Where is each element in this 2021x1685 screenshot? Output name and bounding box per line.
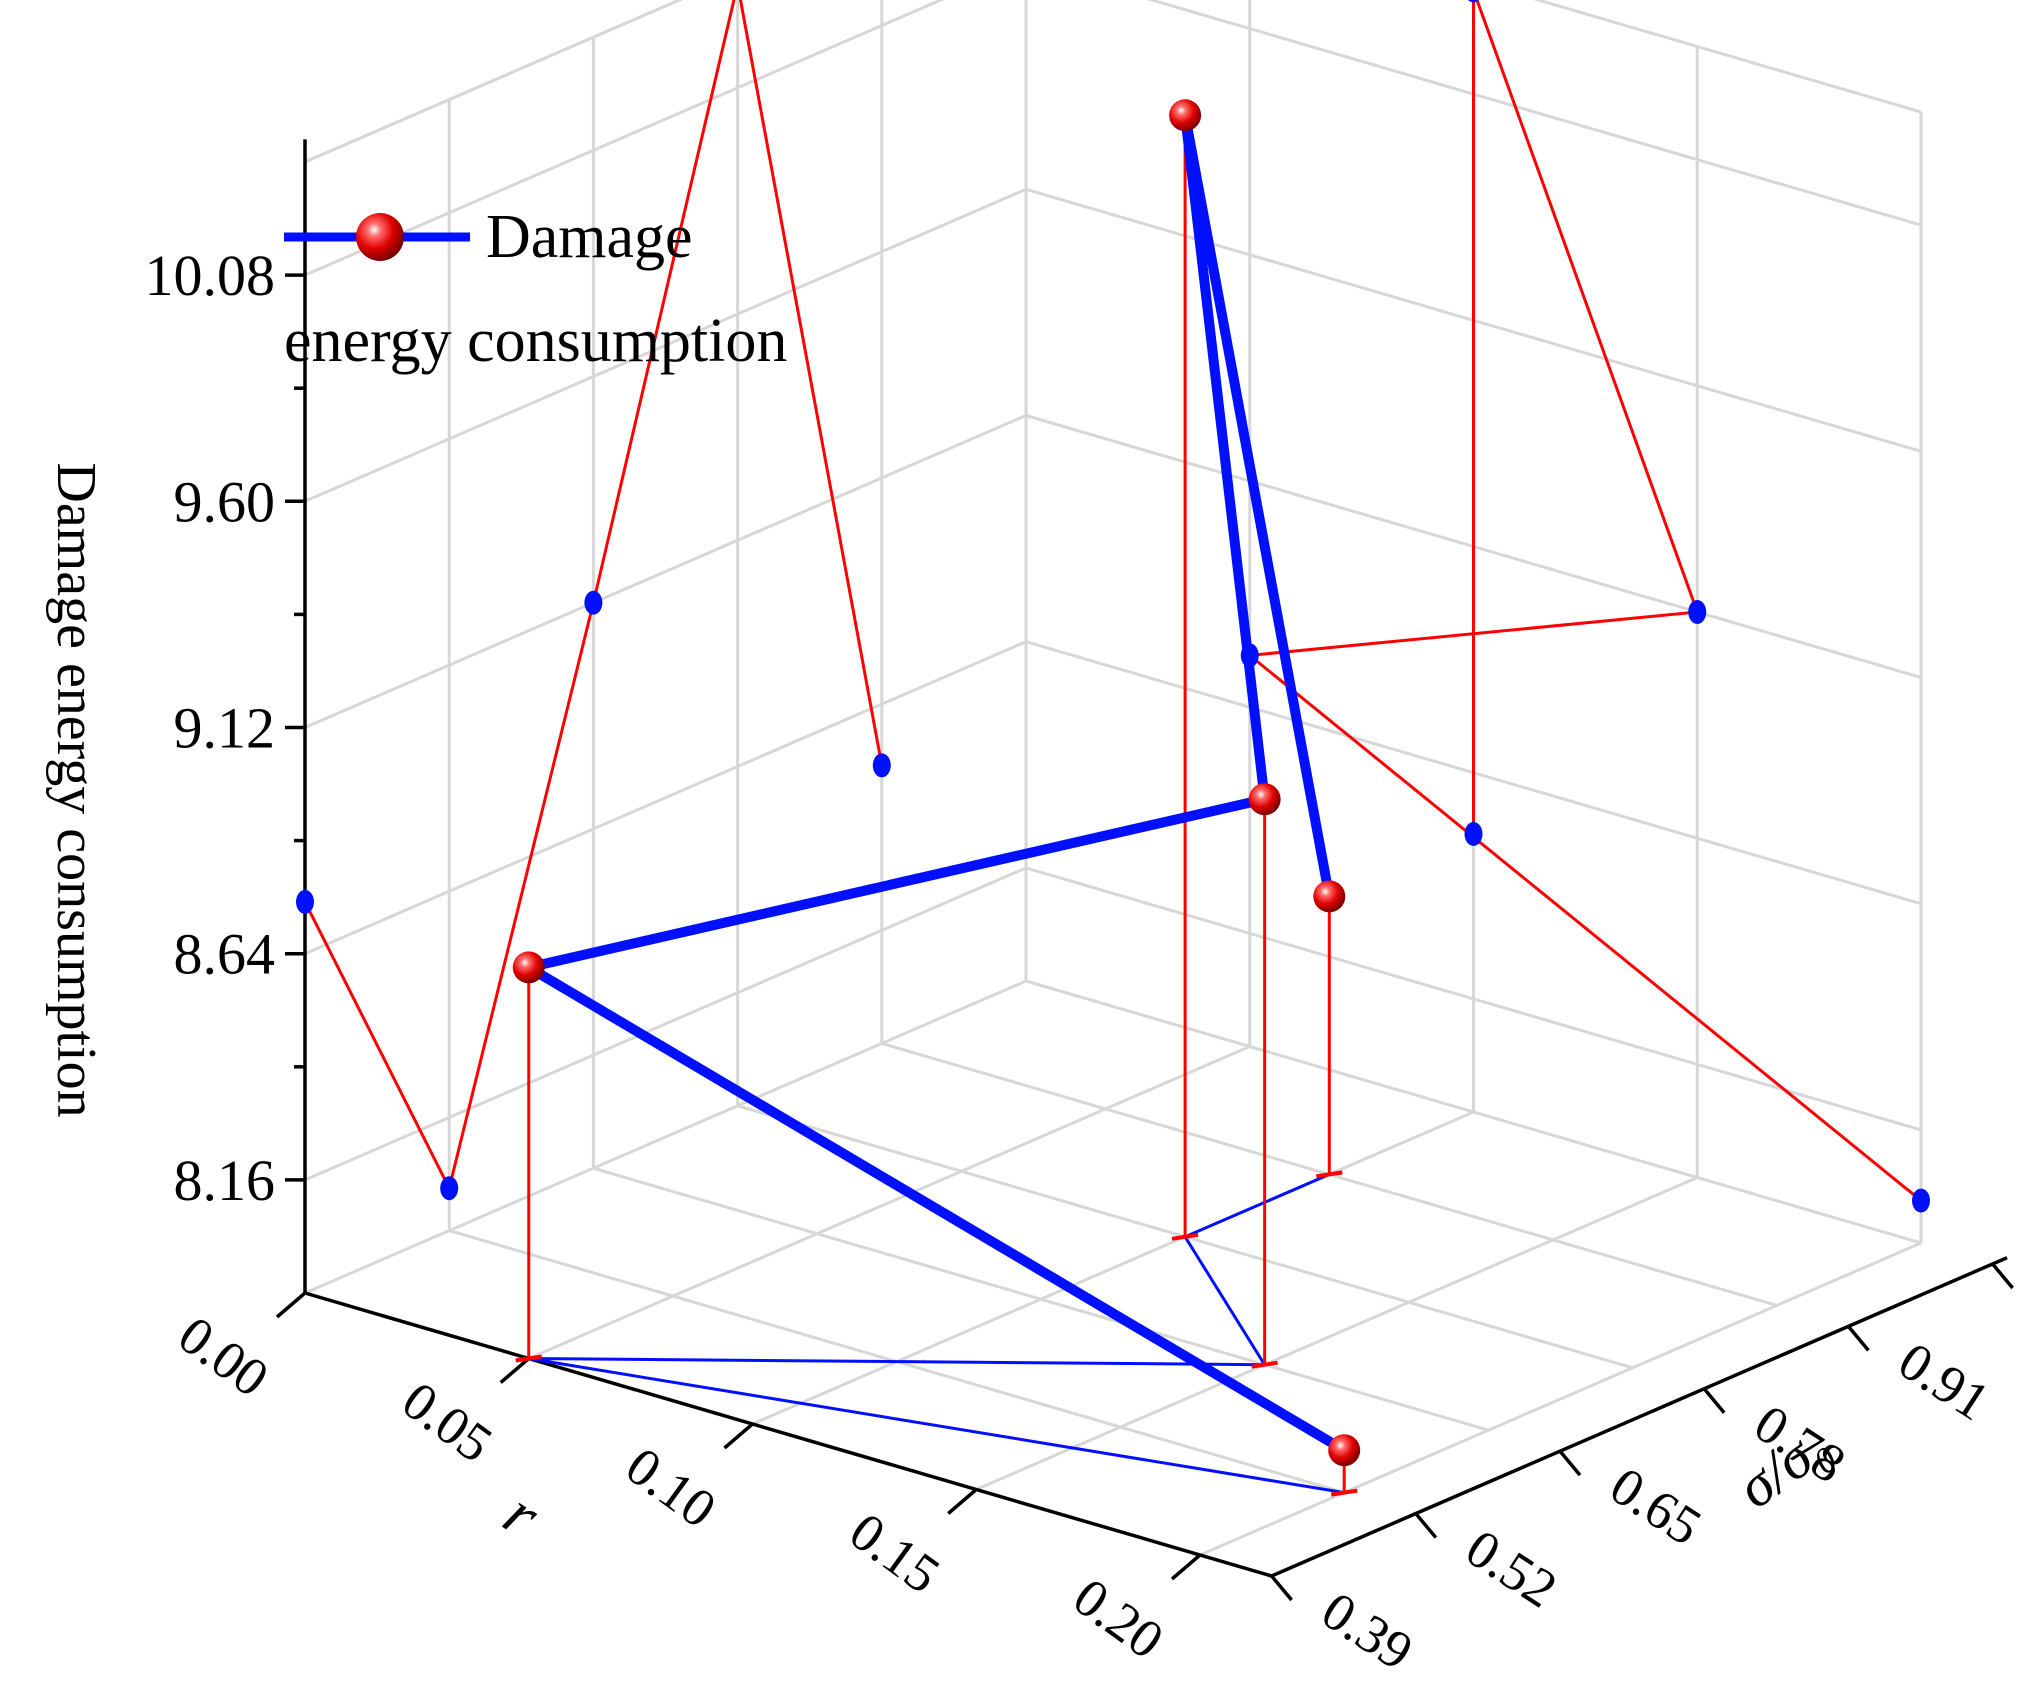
r-tick-mark — [947, 1488, 978, 1515]
z-tick-label: 8.64 — [174, 922, 276, 987]
frame-top — [304, 0, 684, 164]
drop-line-cap — [1171, 1232, 1199, 1241]
z-tick-label: 8.16 — [174, 1148, 276, 1213]
legend-marker-swatch — [356, 213, 404, 261]
grid-back-z — [304, 187, 1027, 503]
projection-back-point — [440, 1176, 459, 1201]
grid-back-z — [304, 640, 1027, 956]
s-tick-mark — [1847, 1325, 1870, 1352]
grid-floor-r — [1199, 1241, 1922, 1557]
grid-side-z — [1025, 866, 1922, 1132]
s-tick-mark — [1414, 1512, 1438, 1539]
r-axis-title: r — [492, 1478, 553, 1551]
r-tick-label: 0.00 — [168, 1304, 280, 1408]
projection-side-point — [1688, 600, 1707, 624]
legend-label-line2: energy consumption — [284, 307, 787, 375]
r-tick-mark — [1170, 1553, 1202, 1581]
z-axis-title: Damage energy consumption — [45, 462, 107, 1117]
projection-side-line — [1246, 0, 1922, 1202]
grid-back-z — [304, 0, 945, 277]
grid-floor-r — [304, 979, 1027, 1295]
grid-floor-s — [592, 1166, 1489, 1432]
projection-side-point — [1468, 0, 1479, 3]
s-tick-label: 0.39 — [1311, 1580, 1423, 1682]
r-axis-line — [304, 1291, 1273, 1578]
r-tick-mark — [499, 1357, 530, 1384]
drop-line-cap — [515, 1354, 543, 1363]
r-tick-mark — [275, 1291, 307, 1319]
r-tick-label: 0.20 — [1063, 1566, 1175, 1670]
frame-top-back — [304, 0, 684, 164]
projection-side-point — [1912, 1188, 1930, 1213]
drop-line-cap — [1315, 1170, 1343, 1179]
main-series-point — [1313, 880, 1346, 913]
s-tick-mark — [1270, 1574, 1293, 1602]
s-tick-label: 0.52 — [1456, 1518, 1568, 1620]
r-tick-label: 0.15 — [839, 1501, 951, 1605]
r-tick-label: 0.10 — [615, 1435, 727, 1539]
grid-floor-r — [528, 1045, 1251, 1360]
z-tick-label: 9.12 — [174, 696, 276, 761]
legend-label-line1: Damage — [486, 203, 693, 271]
projection-back-point — [872, 753, 891, 778]
s-tick-label: 0.91 — [1888, 1330, 2000, 1432]
frame-top-side — [1533, 0, 1922, 114]
drop-line-cap — [1330, 1488, 1358, 1497]
main-series-point — [512, 951, 545, 984]
r-tick-label: 0.05 — [392, 1370, 504, 1474]
projection-back-point — [584, 590, 603, 615]
drop-line-cap — [1251, 1360, 1278, 1369]
grid-floor-r — [975, 1176, 1698, 1491]
projection-back-point — [296, 889, 314, 914]
s-tick-mark — [1991, 1262, 2014, 1290]
s-tick-label: 0.65 — [1600, 1455, 1712, 1557]
grid-floor-r — [751, 1110, 1475, 1426]
main-series-point — [1169, 99, 1202, 132]
grid-floor-s — [1025, 979, 1922, 1245]
main-series-point — [1328, 1434, 1361, 1467]
s-tick-mark — [1558, 1450, 1582, 1477]
s-tick-mark — [1702, 1387, 1726, 1414]
z-tick-label: 10.08 — [145, 243, 276, 308]
z-tick-label: 9.60 — [174, 469, 276, 534]
legend: Damage energy consumption — [284, 203, 787, 375]
s-axis-line — [1270, 1256, 2008, 1578]
grid-back-z — [304, 414, 1027, 729]
grid-back-z — [304, 866, 1027, 1182]
projection-side-point — [1464, 821, 1483, 846]
r-tick-mark — [723, 1422, 754, 1450]
main-series-point — [1248, 783, 1281, 816]
